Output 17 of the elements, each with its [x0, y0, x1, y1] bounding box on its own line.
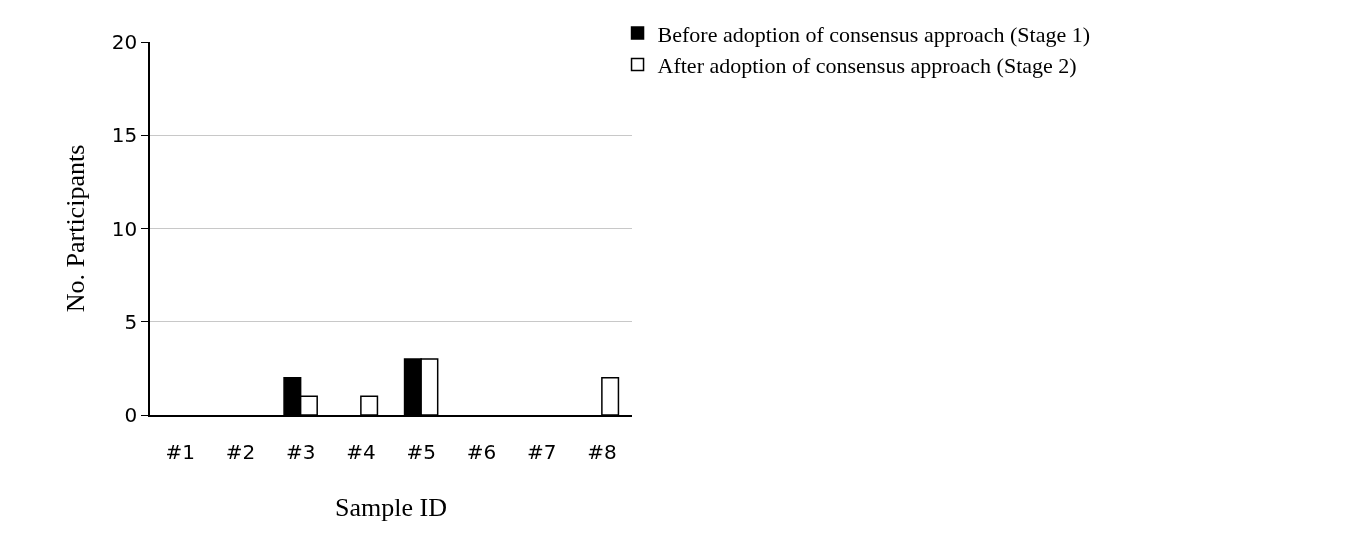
x-tick-label: #2	[225, 439, 256, 464]
y-tick-label: 20	[111, 30, 138, 54]
x-axis-title: Sample ID	[335, 492, 447, 522]
y-tick-label: 5	[124, 309, 138, 334]
x-tick-label: #3	[285, 439, 316, 464]
x-tick-label: #8	[587, 439, 617, 464]
x-tick-label: #1	[165, 439, 195, 464]
x-tick-label: #5	[406, 439, 436, 464]
y-tick-label: 0	[124, 403, 138, 427]
y-tick-label: 15	[111, 123, 138, 148]
legend-label: After adoption of consensus approach (Stage 2)	[657, 53, 1077, 79]
x-tick-label: #6	[466, 439, 497, 464]
x-tick-label: #4	[346, 439, 376, 464]
y-axis-title: No. Participants	[60, 144, 90, 313]
legend-label: Before adoption of consensus approach (Stage 1)	[657, 21, 1091, 47]
x-tick-label: #7	[526, 439, 557, 464]
y-tick-label: 10	[111, 216, 138, 241]
